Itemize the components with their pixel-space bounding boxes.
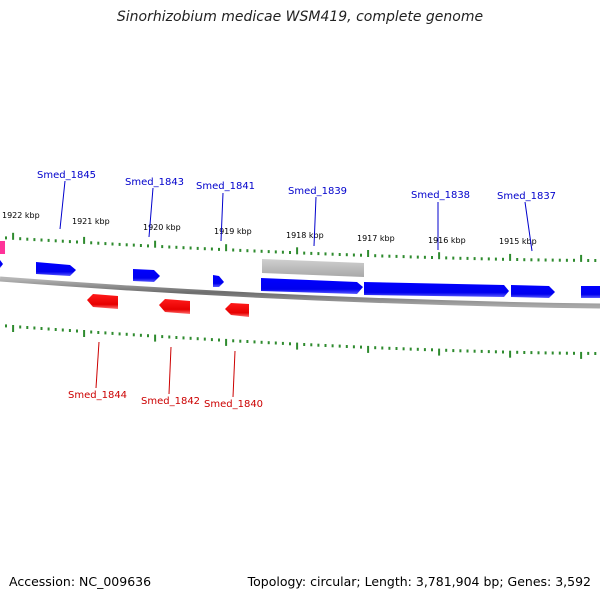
gene-label[interactable]: Smed_1839	[288, 186, 347, 197]
forward-gene-leaders	[59, 180, 533, 252]
scale-label: 1915 kbp	[499, 237, 537, 246]
gene-label[interactable]: Smed_1841	[196, 181, 255, 192]
gene-forward-edge[interactable]	[581, 286, 600, 298]
pink-feature[interactable]	[0, 241, 5, 254]
gene-label[interactable]: Smed_1840	[204, 399, 263, 410]
genome-summary-text: Topology: circular; Length: 3,781,904 bp…	[247, 574, 591, 589]
gene-smed-1842[interactable]	[159, 299, 190, 314]
gene-smed-1838[interactable]	[364, 282, 509, 297]
gene-label[interactable]: Smed_1844	[68, 390, 127, 401]
gene-smed-1844[interactable]	[87, 294, 118, 309]
map-title: Sinorhizobium medicae WSM419, complete g…	[116, 9, 484, 25]
grey-feature[interactable]	[262, 259, 364, 277]
gene-smed-1840[interactable]	[225, 303, 249, 317]
reverse-gene-labels: Smed_1844 Smed_1842 Smed_1840	[68, 390, 263, 410]
reverse-gene-leaders	[95, 341, 236, 398]
scale-label: 1919 kbp	[214, 227, 252, 236]
gene-smed-1841[interactable]	[213, 275, 224, 287]
gene-label[interactable]: Smed_1845	[37, 170, 96, 181]
small-forward-gene-edge[interactable]	[0, 260, 3, 268]
gene-label[interactable]: Smed_1843	[125, 177, 184, 188]
forward-genes	[36, 262, 600, 298]
gene-smed-1845[interactable]	[36, 262, 76, 276]
genome-backbone	[0, 276, 600, 309]
gene-label[interactable]: Smed_1838	[411, 190, 470, 201]
scale-label: 1921 kbp	[72, 217, 110, 226]
scale-ticks-lower	[5, 324, 597, 359]
scale-labels: 1922 kbp 1921 kbp 1920 kbp 1919 kbp 1918…	[2, 211, 537, 246]
scale-label: 1922 kbp	[2, 211, 40, 220]
forward-gene-labels: Smed_1845 Smed_1843 Smed_1841 Smed_1839 …	[37, 170, 556, 202]
gene-label[interactable]: Smed_1842	[141, 396, 200, 407]
gene-smed-1843[interactable]	[133, 269, 160, 282]
scale-label: 1916 kbp	[428, 236, 466, 245]
reverse-genes	[87, 294, 249, 317]
scale-label: 1920 kbp	[143, 223, 181, 232]
accession-text: Accession: NC_009636	[9, 574, 152, 589]
scale-label: 1917 kbp	[357, 234, 395, 243]
gene-smed-1839[interactable]	[261, 278, 363, 294]
gene-label[interactable]: Smed_1837	[497, 191, 556, 202]
scale-label: 1918 kbp	[286, 231, 324, 240]
gene-smed-1837[interactable]	[511, 285, 555, 298]
scale-ticks-upper	[5, 232, 597, 262]
